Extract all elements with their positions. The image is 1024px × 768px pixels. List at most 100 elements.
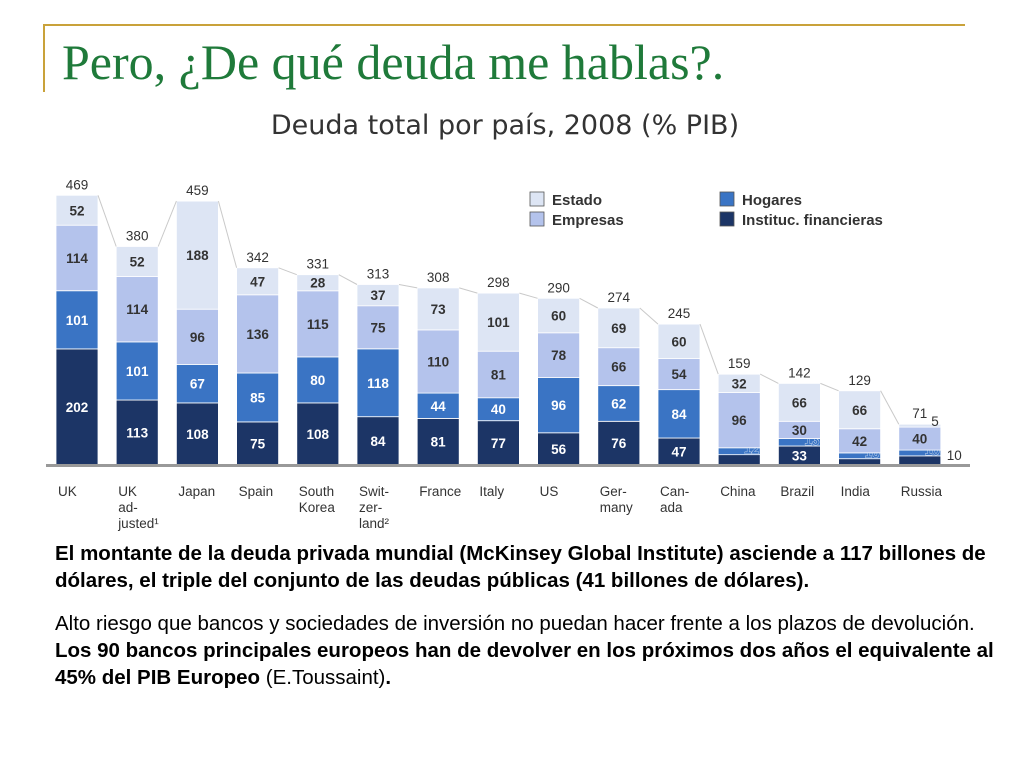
bar-segment (476, 292, 520, 352)
bar-segment (597, 385, 641, 422)
total-label: 142 (788, 365, 811, 380)
category-label: France (419, 484, 461, 499)
legend-swatch (719, 191, 735, 207)
total-label: 274 (608, 290, 631, 305)
paragraph-risk-source: (E.Toussaint) (260, 666, 386, 689)
segment-label: 56 (551, 442, 567, 457)
bar-segment (356, 348, 400, 418)
segment-label: 84 (370, 434, 386, 449)
legend-swatch (719, 211, 735, 227)
total-label: 129 (848, 373, 871, 388)
total-label: 298 (487, 275, 510, 290)
category-label: Italy (479, 484, 504, 499)
segment-label: 54 (671, 367, 687, 382)
bar-segment (717, 373, 761, 394)
connector-line (519, 292, 538, 299)
bar-segment (115, 399, 159, 466)
legend-label: Hogares (742, 192, 802, 209)
bar-segment (537, 332, 580, 378)
category-label: Korea (299, 500, 336, 515)
segment-label: 75 (370, 320, 386, 335)
segment-label: 75 (250, 436, 266, 451)
segment-label: 96 (732, 413, 748, 428)
segment-label: 62 (611, 397, 626, 412)
bar-segment (175, 200, 219, 310)
bar-segment (597, 307, 641, 349)
segment-label: 118 (367, 376, 389, 391)
segment-label: 47 (250, 274, 265, 289)
connector-line (398, 284, 418, 289)
segment-label: 85 (250, 390, 266, 405)
paragraph-private-debt: El montante de la deuda privada mundial … (55, 540, 1005, 594)
bar-segment (476, 350, 520, 399)
segment-label: 96 (190, 330, 206, 345)
segment-label: 40 (491, 402, 506, 417)
connector-line (278, 267, 297, 276)
bar-segment (55, 348, 99, 466)
category-label: ad- (118, 500, 138, 515)
total-label: 331 (307, 257, 330, 272)
segment-label: 52 (130, 254, 145, 269)
total-label: 380 (126, 229, 149, 244)
category-label: UK (118, 484, 137, 499)
bar-segment (537, 297, 580, 334)
connector-line (459, 287, 478, 294)
bar-segment (236, 421, 280, 466)
category-label: Can- (660, 484, 689, 499)
stacked-bar-chart: 20210111452469UK11310111452380UKad-juste… (46, 177, 970, 531)
bar-segment (838, 428, 881, 454)
slide-body: El montante de la deuda privada mundial … (55, 540, 1005, 691)
segment-label: 96 (551, 398, 567, 413)
segment-label: 78 (551, 348, 567, 363)
segment-label: 136 (246, 327, 269, 342)
category-label: Japan (178, 484, 215, 499)
total-label: 71 (912, 406, 927, 421)
bar-segment (115, 246, 159, 277)
category-label: zer- (359, 500, 382, 515)
paragraph-private-debt-text: El montante de la deuda privada mundial … (55, 542, 986, 592)
segment-label: 67 (190, 377, 205, 392)
connector-line (97, 195, 117, 247)
paragraph-risk-bold: Los 90 bancos principales europeos han d… (55, 639, 994, 689)
bar-segment (537, 377, 580, 434)
legend-swatch (529, 191, 545, 207)
legend-label: Estado (552, 192, 602, 209)
segment-label: 81 (431, 435, 447, 450)
total-label: 245 (668, 306, 691, 321)
category-label: Ger- (600, 484, 627, 499)
segment-label: 114 (126, 302, 148, 317)
segment-label: 66 (611, 360, 627, 375)
segment-label: 33 (792, 449, 808, 464)
bar-segment (175, 308, 219, 365)
category-label: land² (359, 516, 390, 531)
segment-label: 202 (66, 400, 89, 415)
category-label: UK (58, 484, 77, 499)
segment-label: 37 (370, 288, 385, 303)
total-label: 313 (367, 266, 390, 281)
connector-line (699, 323, 719, 375)
bar-segment (778, 382, 821, 422)
segment-label: 66 (852, 403, 868, 418)
paragraph-risk: Alto riesgo que bancos y sociedades de i… (55, 610, 1005, 691)
connector-line (217, 200, 238, 268)
bar-segment (597, 347, 641, 387)
segment-label: 47 (671, 445, 686, 460)
segment-label: 66 (792, 395, 808, 410)
bar-segment (476, 420, 520, 466)
segment-label: 84 (671, 407, 687, 422)
connector-line (820, 382, 839, 392)
connector-line (759, 373, 779, 384)
segment-label: 101 (66, 313, 89, 328)
segment-label: 44 (431, 399, 447, 414)
bar-segment (416, 287, 460, 331)
bar-segment (356, 416, 400, 466)
bar-segment (838, 390, 881, 430)
segment-label: 108 (186, 427, 209, 442)
segment-label: 42 (852, 434, 867, 449)
paragraph-risk-intro: Alto riesgo que bancos y sociedades de i… (55, 612, 975, 635)
segment-label: 114 (66, 251, 88, 266)
connector-line (880, 390, 900, 425)
segment-label: 60 (671, 334, 686, 349)
bar-segment (175, 402, 219, 466)
category-label: Russia (901, 484, 943, 499)
